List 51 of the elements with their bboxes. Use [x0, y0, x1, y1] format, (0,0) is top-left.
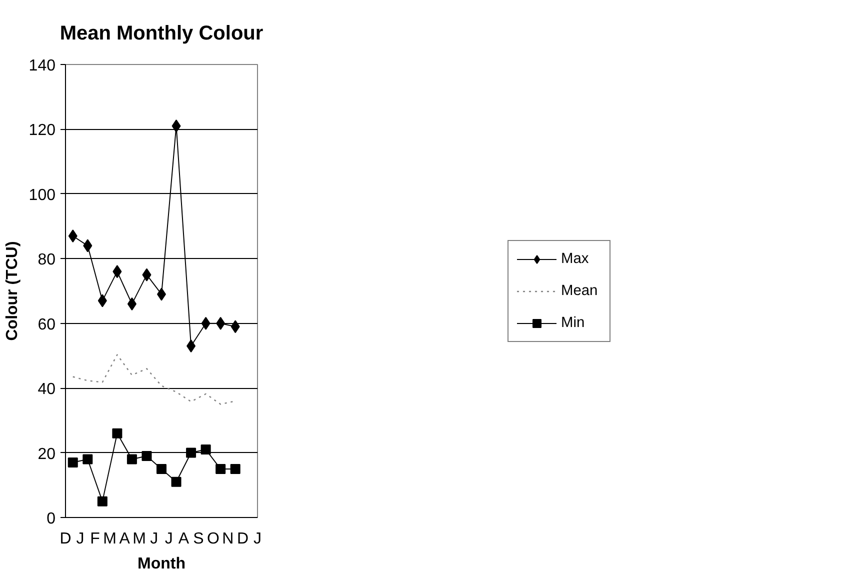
- y-tick-label: 80: [38, 252, 56, 269]
- legend-label: Max: [561, 250, 590, 266]
- point: [156, 464, 166, 474]
- point: [68, 457, 78, 468]
- y-tick-label: 120: [28, 122, 56, 140]
- point: [230, 464, 240, 474]
- x-tick-label: D: [236, 530, 249, 548]
- x-axis-title: Month: [138, 556, 186, 572]
- x-tick-label: A: [178, 530, 190, 548]
- point: [142, 268, 152, 282]
- y-tick-label: 140: [28, 58, 56, 74]
- point: [186, 340, 196, 353]
- x-tick-label: M: [103, 530, 116, 548]
- point: [112, 428, 122, 438]
- point: [142, 451, 152, 462]
- point: [201, 316, 210, 330]
- point: [230, 320, 240, 334]
- x-tick-label: J: [254, 530, 262, 548]
- x-tick-label: J: [76, 530, 84, 548]
- y-tick-label: 100: [28, 186, 56, 204]
- x-tick-label: O: [206, 530, 220, 548]
- point: [126, 454, 137, 464]
- x-tick-label: N: [222, 530, 234, 548]
- point: [172, 119, 181, 132]
- point: [186, 448, 196, 458]
- x-tick-label: F: [90, 530, 100, 548]
- y-tick-label: 20: [38, 446, 56, 463]
- x-tick-label: J: [164, 530, 173, 548]
- x-tick-label: D: [60, 530, 72, 548]
- x-tick-label: S: [193, 530, 204, 548]
- point: [68, 229, 78, 242]
- legend-label: Mean: [561, 282, 599, 298]
- point: [83, 239, 92, 252]
- y-axis-title: Colour (TCU): [4, 241, 21, 341]
- x-tick-label: A: [119, 530, 130, 548]
- chart-title: Mean Monthly Colour: [60, 22, 264, 44]
- point: [171, 476, 182, 487]
- point: [216, 464, 226, 474]
- point: [82, 454, 93, 464]
- point: [97, 496, 108, 506]
- y-tick-label: 60: [38, 316, 56, 334]
- point: [112, 265, 122, 278]
- point: [216, 316, 226, 330]
- point: [127, 297, 136, 310]
- point: [200, 444, 211, 455]
- x-tick-label: M: [132, 530, 146, 548]
- point: [98, 294, 107, 308]
- x-tick-label: J: [150, 530, 158, 548]
- y-tick-label: 40: [38, 381, 56, 398]
- legend-label: Min: [561, 314, 586, 330]
- y-tick-label: 0: [46, 510, 56, 528]
